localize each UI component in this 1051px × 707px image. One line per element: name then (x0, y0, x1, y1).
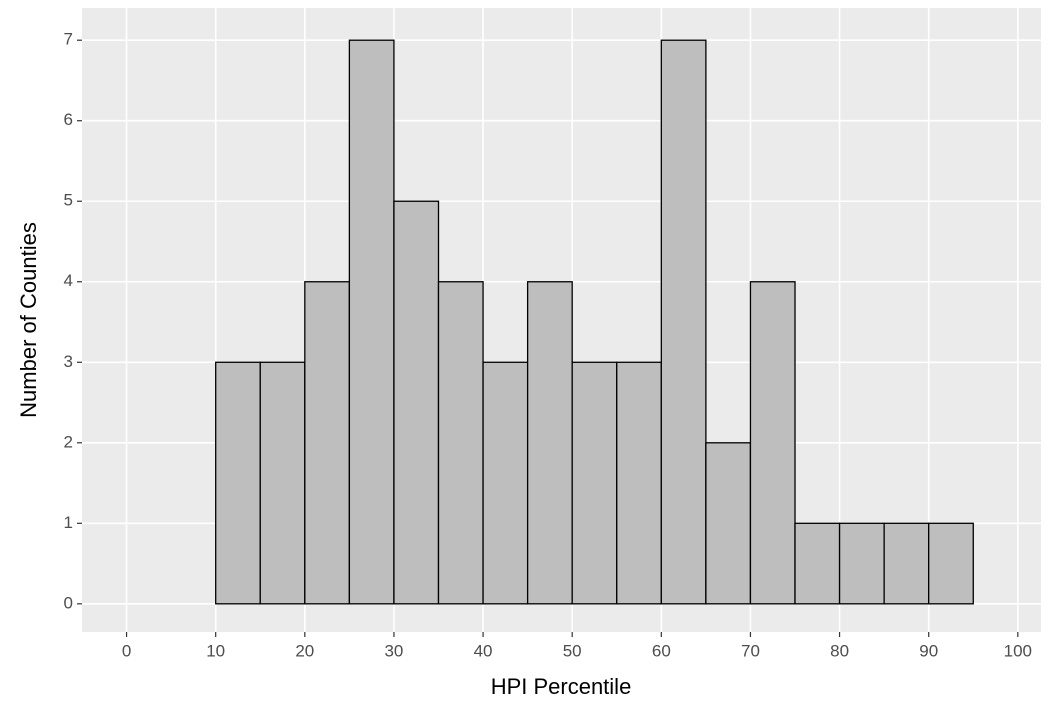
bar (437, 281, 484, 605)
x-tick-label: 0 (122, 641, 131, 660)
bar (794, 522, 841, 605)
y-tick-label: 0 (64, 593, 73, 612)
bar (393, 200, 440, 605)
y-axis-title: Number of Counties (16, 222, 41, 418)
bar (749, 281, 796, 605)
x-tick-label: 70 (741, 641, 760, 660)
y-tick-label: 4 (64, 271, 73, 290)
bar (705, 442, 752, 605)
y-tick-label: 7 (64, 30, 73, 49)
bar (304, 281, 351, 605)
bar (348, 39, 395, 605)
x-tick-label: 40 (474, 641, 493, 660)
y-tick-label: 6 (64, 110, 73, 129)
x-tick-label: 30 (384, 641, 403, 660)
x-axis-title: HPI Percentile (491, 674, 632, 699)
x-tick-label: 90 (919, 641, 938, 660)
x-tick-label: 60 (652, 641, 671, 660)
bar (838, 522, 885, 605)
bar (526, 281, 573, 605)
bar (215, 361, 261, 605)
y-tick-label: 3 (64, 352, 73, 371)
bar (660, 39, 707, 605)
x-tick-label: 80 (830, 641, 849, 660)
y-tick-label: 1 (64, 513, 73, 532)
bar (883, 522, 930, 605)
bar (571, 361, 618, 605)
y-tick-label: 5 (64, 191, 73, 210)
x-tick-label: 10 (206, 641, 225, 660)
bar (616, 361, 662, 605)
y-tick-label: 2 (64, 432, 73, 451)
x-tick-label: 20 (295, 641, 314, 660)
bar (482, 361, 529, 605)
x-tick-label: 50 (563, 641, 582, 660)
bar (259, 361, 306, 605)
bar (928, 522, 974, 605)
x-tick-label: 100 (1004, 641, 1032, 660)
